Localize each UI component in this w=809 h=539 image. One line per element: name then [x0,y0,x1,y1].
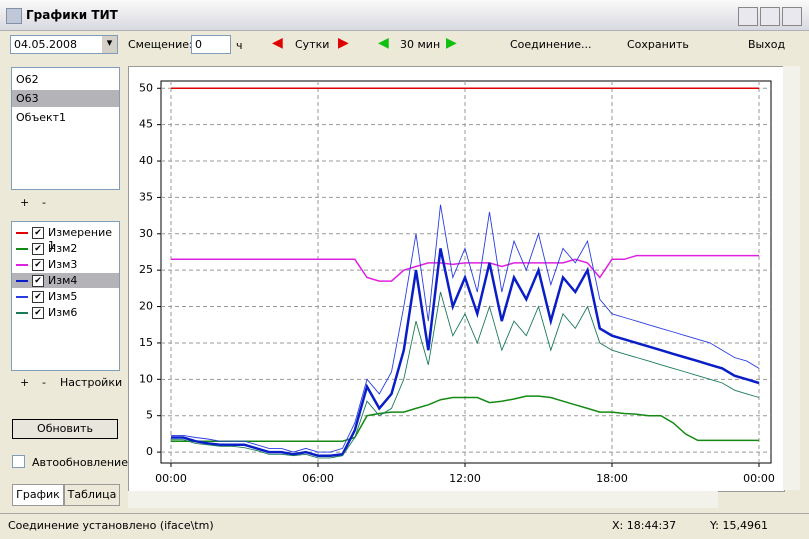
app-icon [6,8,22,24]
status-connection: Соединение установлено (iface\tm) [8,519,214,532]
x-tick-label: 06:00 [302,472,334,485]
legend-label: Изм2 [48,242,78,255]
legend-checkbox[interactable]: ✔ [32,243,44,255]
halfhour-next[interactable]: ▶ [446,35,457,51]
day-next[interactable]: ▶ [338,35,349,51]
series-line [171,395,759,442]
legend-swatch [16,296,28,298]
offset-label: Смещение: [128,38,193,51]
date-picker[interactable]: 04.05.2008 ▾ [10,35,118,54]
tab-label: График [16,488,60,501]
object-remove[interactable]: - [42,196,46,209]
y-tick-label: 25 [139,263,153,276]
legend-label: Изм5 [48,290,78,303]
window-title: Графики ТИТ [26,8,118,22]
object-add[interactable]: + [20,196,30,209]
plot-frame [160,80,772,464]
tab-table[interactable]: Таблица [64,484,120,506]
x-tick-label: 00:00 [155,472,187,485]
minimize-button[interactable] [738,7,758,26]
legend-swatch [16,312,28,314]
tab-chart[interactable]: График [12,484,64,506]
y-tick-label: 5 [146,409,153,422]
object-item[interactable]: Объект1 [16,111,67,124]
refresh-button[interactable]: Обновить [12,419,118,439]
auto-refresh-label: Автообновление [32,456,128,469]
y-tick-label: 0 [146,445,153,458]
series-line [171,254,759,282]
offset-value: 0 [195,38,202,51]
legend-label: Изм3 [48,258,78,271]
exit-button[interactable]: Выход [748,38,786,51]
chart-area: 0 5 10 15 20 25 30 35 40 45 50 00:00 06:00 12:00 18:00… [128,66,785,492]
legend-checkbox[interactable]: ✔ [32,227,44,239]
save-button[interactable]: Сохранить [627,38,689,51]
legend-item[interactable]: ✔ Измерение 1 [12,225,119,252]
series-list: ✔ Измерение 1 ✔ Изм2 ✔ Изм3 ✔ Изм4 ✔ Изм5 ✔ Изм6 [11,221,120,371]
date-text: 04.05.2008 [14,38,77,51]
legend-item[interactable]: ✔ Изм2 [12,241,119,256]
series-add[interactable]: + [20,376,30,389]
legend-item[interactable]: ✔ Изм6 [12,305,119,320]
y-tick-label: 50 [139,81,153,94]
day-label: Сутки [295,38,330,51]
legend-checkbox[interactable]: ✔ [32,275,44,287]
legend-swatch [16,248,28,250]
y-tick-label: 20 [139,300,153,313]
y-tick-label: 45 [139,118,153,131]
vertical-scrollbar[interactable] [783,66,800,490]
legend-item[interactable]: ✔ Изм4 [12,273,119,288]
y-tick-label: 35 [139,190,153,203]
refresh-label: Обновить [37,422,93,435]
series-line [171,248,760,457]
title-bar: Графики ТИТ [0,0,809,31]
legend-label: Измерение 1 [48,226,113,252]
auto-refresh-checkbox[interactable] [12,455,25,468]
series-remove[interactable]: - [42,376,46,389]
legend-swatch [16,264,28,266]
status-y: Y: 15,4961 [710,519,768,532]
offset-spinner[interactable]: 0 [191,35,231,54]
close-button[interactable] [782,7,802,26]
legend-label: Изм4 [48,274,78,287]
y-tick-label: 40 [139,154,153,167]
legend-checkbox[interactable]: ✔ [32,259,44,271]
series-line [171,291,760,459]
day-prev[interactable]: ◀ [272,35,283,51]
legend-item[interactable]: ✔ Изм3 [12,257,119,272]
legend-swatch [16,280,28,282]
toolbar: 04.05.2008 ▾ Смещение: 0 ч ◀ Сутки ▶ ◀ 30… [0,31,809,59]
dropdown-arrow[interactable]: ▾ [102,36,117,53]
legend-checkbox[interactable]: ✔ [32,291,44,303]
series-line [171,204,760,453]
x-tick-label: 00:00 [743,472,775,485]
x-tick-label: 18:00 [596,472,628,485]
status-bar: Соединение установлено (iface\tm) X: 18:… [0,513,809,539]
settings-button[interactable]: Настройки [60,376,123,389]
maximize-button[interactable] [760,7,780,26]
chart: 0 5 10 15 20 25 30 35 40 45 50 00:00 06:00 12:00 18:00… [139,80,775,485]
offset-unit: ч [236,39,243,52]
y-tick-label: 10 [139,372,153,385]
legend-label: Изм6 [48,306,78,319]
x-tick-label: 12:00 [449,472,481,485]
y-tick-label: 30 [139,227,153,240]
object-item[interactable]: О62 [16,73,39,86]
legend-checkbox[interactable]: ✔ [32,307,44,319]
connect-button[interactable]: Соединение... [510,38,592,51]
halfhour-prev[interactable]: ◀ [378,35,389,51]
legend-swatch [16,232,28,234]
object-item[interactable]: О63 [12,90,119,107]
status-x: X: 18:44:37 [612,519,677,532]
horizontal-scrollbar[interactable] [128,491,718,508]
y-tick-label: 15 [139,336,153,349]
object-list: О62 О63 Объект1 [11,67,120,190]
tab-label: Таблица [67,488,117,501]
legend-item[interactable]: ✔ Изм5 [12,289,119,304]
halfhour-label: 30 мин [400,38,441,51]
